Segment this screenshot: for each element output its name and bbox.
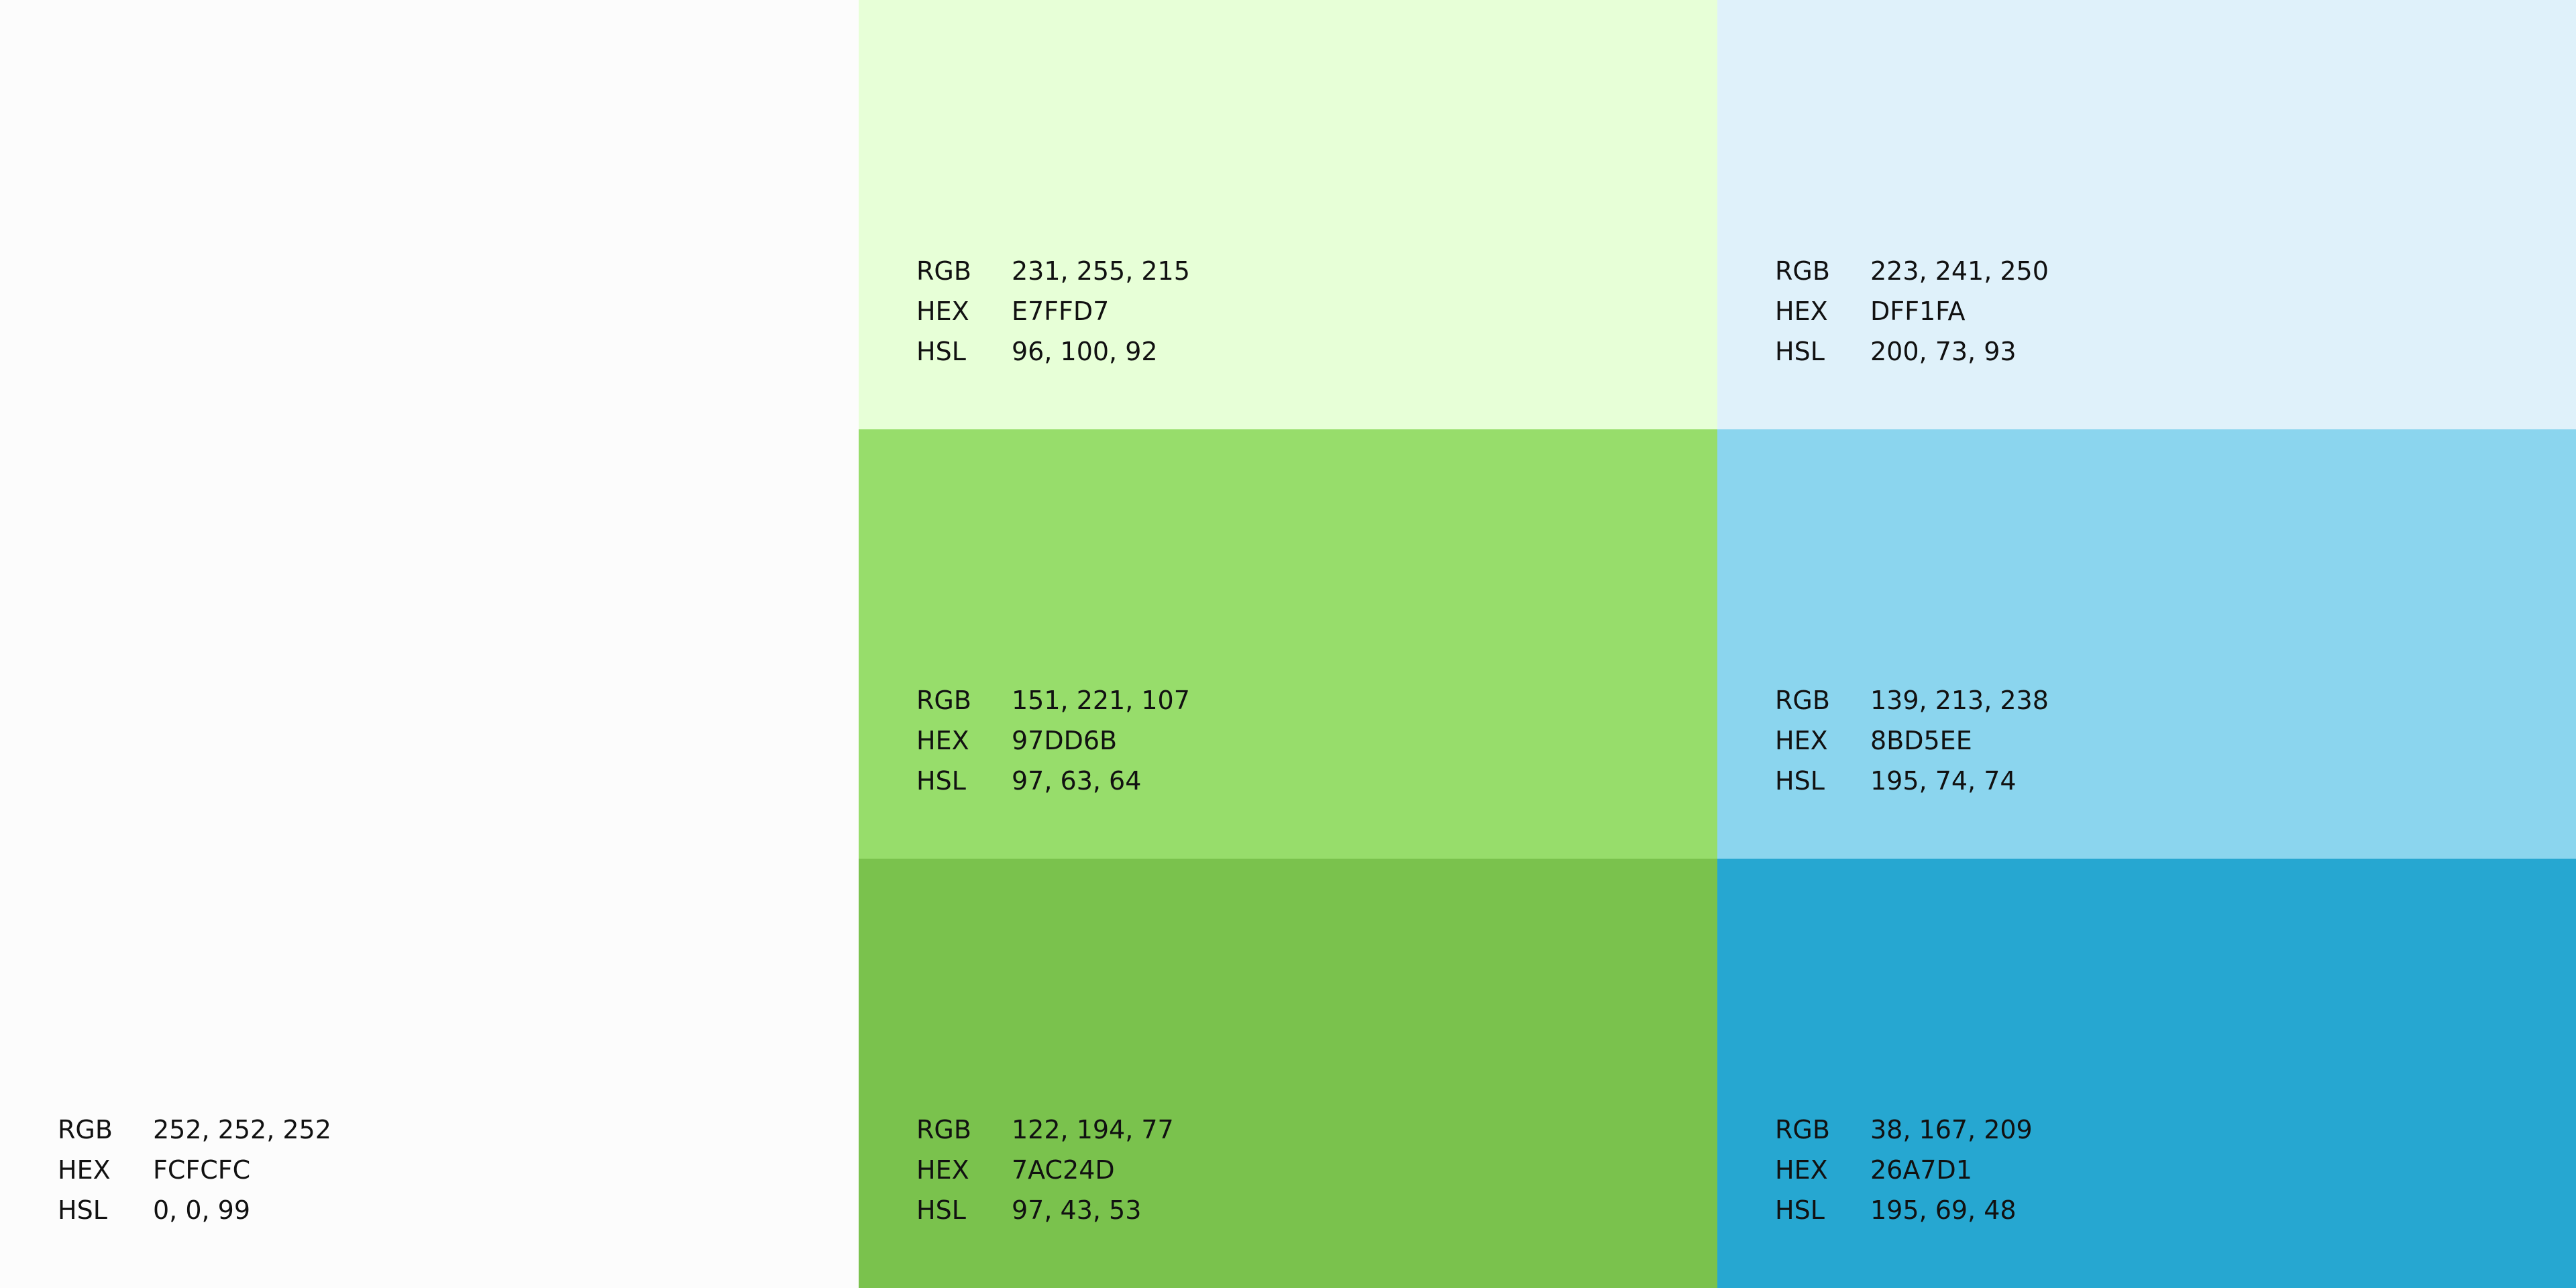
hsl-value: 195, 69, 48 bbox=[1870, 1195, 2017, 1225]
hex-value: DFF1FA bbox=[1870, 297, 1966, 326]
hex-label: HEX bbox=[1775, 1155, 1828, 1185]
hsl-value: 97, 43, 53 bbox=[1012, 1195, 1142, 1225]
swatch-blue-light: RGB 223, 241, 250 HEX DFF1FA HSL 200, 73, 9… bbox=[1717, 0, 2576, 429]
hsl-label: HSL bbox=[916, 1195, 966, 1225]
swatch-info: RGB 223, 241, 250 HEX DFF1FA HSL 200, 73, 9… bbox=[1775, 251, 2049, 372]
hsl-label: HSL bbox=[1775, 337, 1825, 366]
swatch-info: RGB 252, 252, 252 HEX FCFCFC HSL 0, 0, 99 bbox=[58, 1110, 331, 1230]
rgb-value: 252, 252, 252 bbox=[153, 1115, 331, 1144]
swatch-white: RGB 252, 252, 252 HEX FCFCFC HSL 0, 0, 99 bbox=[0, 0, 859, 1288]
hex-label: HEX bbox=[1775, 726, 1828, 755]
hex-label: HEX bbox=[916, 297, 969, 326]
swatch-blue-mid: RGB 139, 213, 238 HEX 8BD5EE HSL 195, 74, 7… bbox=[1717, 429, 2576, 859]
hex-label: HEX bbox=[58, 1155, 111, 1185]
swatch-info: RGB 151, 221, 107 HEX 97DD6B HSL 97, 63, 64 bbox=[916, 680, 1190, 801]
hsl-label: HSL bbox=[1775, 766, 1825, 796]
swatch-info: RGB 122, 194, 77 HEX 7AC24D HSL 97, 43, 53 bbox=[916, 1110, 1174, 1230]
swatch-green-mid: RGB 151, 221, 107 HEX 97DD6B HSL 97, 63, 64 bbox=[859, 429, 1717, 859]
rgb-label: RGB bbox=[916, 686, 971, 715]
rgb-value: 223, 241, 250 bbox=[1870, 256, 2049, 286]
swatch-info: RGB 231, 255, 215 HEX E7FFD7 HSL 96, 100, 9… bbox=[916, 251, 1190, 372]
rgb-label: RGB bbox=[1775, 256, 1830, 286]
rgb-value: 38, 167, 209 bbox=[1870, 1115, 2033, 1144]
rgb-value: 231, 255, 215 bbox=[1012, 256, 1190, 286]
hsl-label: HSL bbox=[1775, 1195, 1825, 1225]
rgb-value: 151, 221, 107 bbox=[1012, 686, 1190, 715]
hsl-value: 195, 74, 74 bbox=[1870, 766, 2017, 796]
swatch-blue-dark: RGB 38, 167, 209 HEX 26A7D1 HSL 195, 69, 48 bbox=[1717, 859, 2576, 1288]
swatch-info: RGB 38, 167, 209 HEX 26A7D1 HSL 195, 69, 48 bbox=[1775, 1110, 2033, 1230]
swatch-green-light: RGB 231, 255, 215 HEX E7FFD7 HSL 96, 100, 9… bbox=[859, 0, 1717, 429]
rgb-label: RGB bbox=[916, 256, 971, 286]
hsl-value: 200, 73, 93 bbox=[1870, 337, 2017, 366]
hsl-value: 97, 63, 64 bbox=[1012, 766, 1142, 796]
hsl-label: HSL bbox=[916, 337, 966, 366]
hex-value: FCFCFC bbox=[153, 1155, 251, 1185]
rgb-label: RGB bbox=[916, 1115, 971, 1144]
hex-value: E7FFD7 bbox=[1012, 297, 1110, 326]
hsl-value: 96, 100, 92 bbox=[1012, 337, 1158, 366]
hex-value: 97DD6B bbox=[1012, 726, 1118, 755]
hsl-label: HSL bbox=[916, 766, 966, 796]
hex-label: HEX bbox=[916, 726, 969, 755]
rgb-label: RGB bbox=[58, 1115, 113, 1144]
hex-value: 26A7D1 bbox=[1870, 1155, 1972, 1185]
hsl-value: 0, 0, 99 bbox=[153, 1195, 251, 1225]
swatch-info: RGB 139, 213, 238 HEX 8BD5EE HSL 195, 74, 7… bbox=[1775, 680, 2049, 801]
rgb-value: 122, 194, 77 bbox=[1012, 1115, 1174, 1144]
hex-value: 8BD5EE bbox=[1870, 726, 1972, 755]
hsl-label: HSL bbox=[58, 1195, 107, 1225]
swatch-green-dark: RGB 122, 194, 77 HEX 7AC24D HSL 97, 43, 53 bbox=[859, 859, 1717, 1288]
hex-value: 7AC24D bbox=[1012, 1155, 1115, 1185]
rgb-value: 139, 213, 238 bbox=[1870, 686, 2049, 715]
rgb-label: RGB bbox=[1775, 686, 1830, 715]
rgb-label: RGB bbox=[1775, 1115, 1830, 1144]
hex-label: HEX bbox=[1775, 297, 1828, 326]
hex-label: HEX bbox=[916, 1155, 969, 1185]
